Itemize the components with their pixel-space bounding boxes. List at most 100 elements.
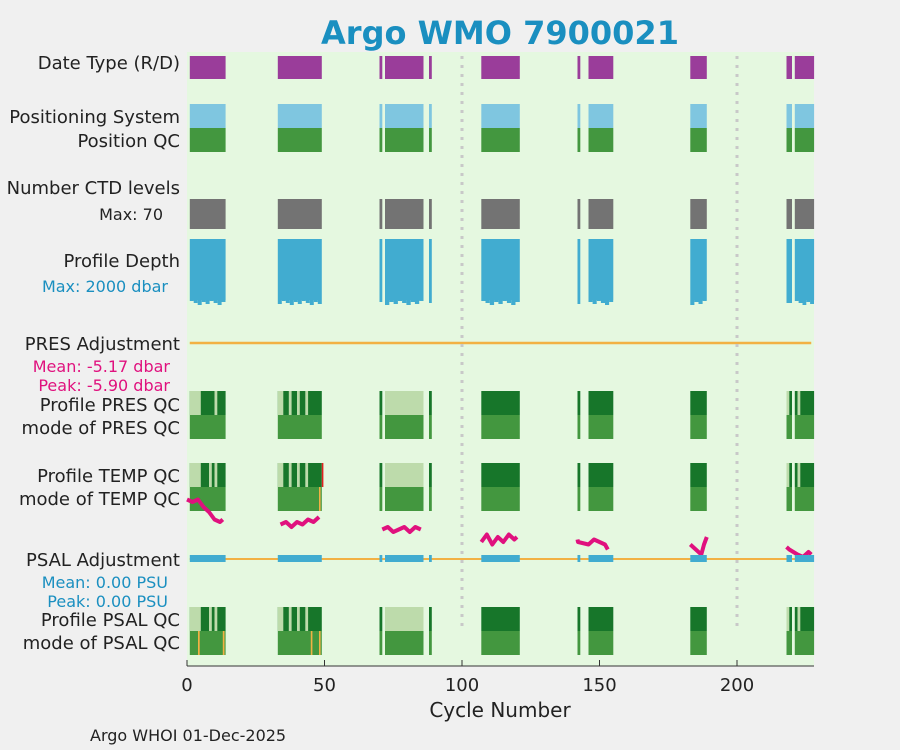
profile-depth-column (393, 300, 398, 304)
profile-depth-column (205, 300, 210, 304)
psal-adjustment-segment (690, 555, 707, 562)
profile-depth-segment (379, 239, 383, 300)
label-profile-depth: Profile Depth (63, 251, 180, 272)
temp-trace-line (479, 532, 519, 547)
profile-depth-column (189, 300, 194, 301)
profile-temp-qc-light (189, 463, 201, 487)
profile-depth-column (217, 300, 222, 305)
profile-depth-column (410, 300, 415, 302)
profile-temp-qc-segment (588, 463, 614, 487)
psal-qc-flag (198, 631, 200, 655)
profile-depth-column (481, 300, 486, 301)
mode-pres-qc-segment (690, 415, 707, 439)
mode-pres-qc-segment (577, 415, 581, 439)
profile-temp-qc-segment (481, 463, 520, 487)
mode-temp-qc-segment (429, 487, 432, 511)
positioning-system-segment (794, 104, 815, 128)
mode-psal-qc-segment (429, 631, 432, 655)
profile-depth-column (379, 300, 383, 302)
profile-depth-column (515, 300, 520, 302)
mode-psal-qc-segment (794, 631, 815, 655)
profile-pres-qc-light (385, 391, 424, 415)
profile-psal-qc-light (288, 607, 292, 631)
profile-depth-column (309, 300, 314, 305)
profile-depth-column (810, 300, 814, 304)
psal-adjustment-segment (385, 555, 424, 562)
mode-psal-qc-segment (481, 631, 520, 655)
profile-temp-qc-light (214, 463, 218, 487)
profile-temp-qc-segment (429, 463, 432, 487)
profile-pres-qc-light (277, 391, 284, 415)
profile-depth-column (609, 300, 614, 302)
position-qc-segment (481, 128, 520, 152)
row-labels: Date Type (R/D) Positioning System Posit… (7, 53, 180, 654)
mode-pres-qc-segment (379, 415, 383, 439)
profile-pres-qc-light (288, 391, 292, 415)
profile-depth-column (489, 300, 495, 305)
profile-pres-qc-light (297, 391, 300, 415)
profile-pres-qc-light (189, 391, 201, 415)
profile-temp-qc-light (786, 463, 790, 487)
mode-psal-qc-segment (588, 631, 614, 655)
x-tick-label: 200 (720, 675, 754, 696)
date-type-segment (786, 56, 792, 79)
profile-pres-qc-light (305, 391, 309, 415)
temp-trace-line (688, 536, 709, 557)
profile-depth-column (588, 300, 593, 302)
date-type-segment (588, 56, 614, 79)
psal-adjustment-segment (794, 555, 815, 562)
profile-psal-qc-light (189, 607, 201, 631)
positioning-system-segment (690, 104, 707, 128)
positioning-system-segment (577, 104, 581, 128)
label-mode-pres-qc: mode of PRES QC (22, 418, 180, 439)
mode-temp-qc-segment (786, 487, 792, 511)
footer-credit: Argo WHOI 01-Dec-2025 (90, 726, 286, 745)
ctd-levels-segment (277, 199, 322, 229)
profile-depth-column (798, 300, 803, 303)
profile-depth-column (511, 300, 516, 305)
profile-depth-column (305, 300, 310, 303)
temp-qc-flag (319, 487, 321, 511)
profile-depth-column (201, 300, 206, 302)
mode-pres-qc-segment (429, 415, 432, 439)
profile-depth-column (285, 300, 290, 303)
ctd-levels-segment (786, 199, 792, 229)
ctd-levels-segment (794, 199, 815, 229)
ctd-levels-segment (577, 199, 581, 229)
label-pres-adjustment: PRES Adjustment (25, 334, 180, 355)
psal-qc-flag (310, 631, 313, 655)
profile-temp-qc-light (797, 463, 801, 487)
mode-pres-qc-segment (277, 415, 322, 439)
mode-psal-qc-segment (189, 631, 226, 655)
positioning-system-segment (379, 104, 383, 128)
profile-depth-segment (690, 239, 707, 300)
profile-temp-qc-segment (577, 463, 581, 487)
mode-pres-qc-segment (794, 415, 815, 439)
mode-psal-qc-segment (277, 631, 322, 655)
label-positioning-system: Positioning System (9, 107, 180, 128)
psal-adjustment-segment (577, 555, 581, 562)
psal-adjustment-segment (277, 555, 322, 562)
temp-trace-line (381, 525, 422, 534)
label-psal-mean: Mean: 0.00 PSU (42, 573, 168, 592)
mode-temp-qc-segment (277, 487, 322, 511)
profile-depth-column (494, 300, 499, 302)
profile-depth-segment (481, 239, 520, 300)
profile-depth-column (596, 300, 601, 301)
profile-depth-column (313, 300, 318, 302)
mode-temp-qc-segment (577, 487, 581, 511)
profile-psal-qc-segment (429, 607, 432, 631)
date-type-segment (577, 56, 581, 79)
mode-temp-qc-segment (588, 487, 614, 511)
profile-depth-column (786, 300, 792, 303)
position-qc-segment (577, 128, 581, 152)
label-profile-temp-qc: Profile TEMP QC (37, 466, 180, 487)
psal-adjustment-segment (481, 555, 520, 562)
profile-psal-qc-segment (588, 607, 614, 631)
positioning-system-segment (189, 104, 226, 128)
profile-depth-segment (588, 239, 614, 300)
ctd-levels-segment (588, 199, 614, 229)
profile-temp-qc-light (288, 463, 292, 487)
label-pres-peak: Peak: -5.90 dbar (38, 376, 170, 395)
position-qc-segment (690, 128, 707, 152)
